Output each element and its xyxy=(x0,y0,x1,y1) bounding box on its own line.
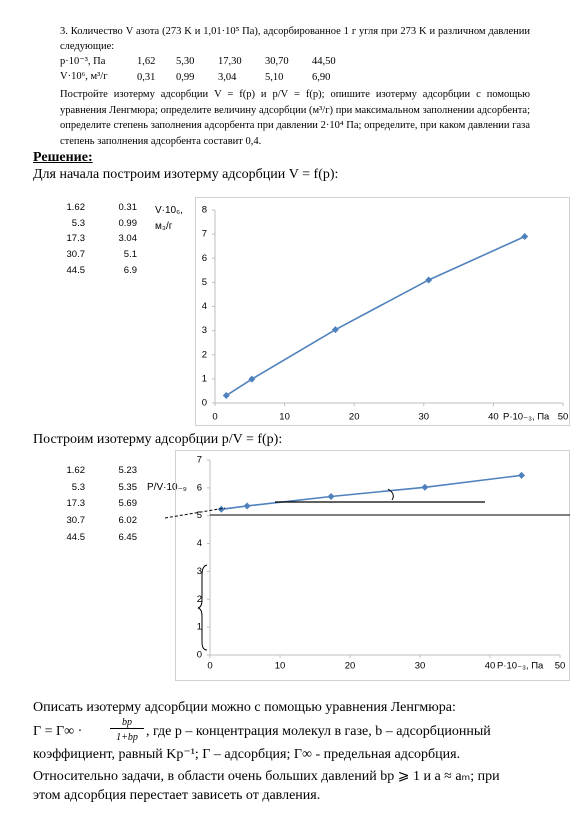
table-value: 17,30 xyxy=(218,56,242,67)
table-value: 1.62 xyxy=(66,465,86,476)
text-line: коэффициент, равный Kp⁻¹; Г – адсорбция;… xyxy=(33,747,461,762)
data-point xyxy=(331,326,339,334)
table-value: 5,10 xyxy=(265,72,284,83)
table-value: 5.1 xyxy=(123,249,137,261)
table-value: 44,50 xyxy=(312,56,336,67)
table-value: 0.31 xyxy=(118,202,138,213)
y-tick-label: 0 xyxy=(202,398,207,409)
formula-numerator: bp xyxy=(110,717,144,729)
x-axis-label: P·10₋₃, Па xyxy=(503,412,550,423)
y-tick-label: 2 xyxy=(197,594,202,605)
chart-frame xyxy=(195,197,570,426)
text-line: Относительно задачи, в области очень бол… xyxy=(33,769,500,784)
y-axis-label: P/V·10₋₉ xyxy=(147,482,187,493)
table-value: 6.45 xyxy=(118,531,138,543)
y-tick-label: 2 xyxy=(202,349,207,360)
x-tick-label: 10 xyxy=(275,661,286,672)
chart: 0 1 2 3 4 5 6 7 8 0 10 20 30 40 50 P·10₋₃, Па xyxy=(195,197,570,426)
table-value: 3,04 xyxy=(218,72,237,83)
x-tick-label: 20 xyxy=(349,412,360,423)
data-point xyxy=(521,233,529,241)
table-value: 44.5 xyxy=(66,531,86,543)
y-tick-label: 7 xyxy=(197,455,202,466)
table-value: 6.02 xyxy=(118,515,138,527)
data-point xyxy=(327,492,335,500)
table-value: 17.3 xyxy=(66,498,86,510)
problem-task: Постройте изотерму адсорбции V = f(p) и … xyxy=(60,89,530,147)
x-tick-label: 40 xyxy=(488,412,499,423)
table-value: 1,62 xyxy=(137,56,156,67)
table-value: 5.3 xyxy=(71,481,85,493)
table-value: 6,90 xyxy=(312,72,331,83)
data-point xyxy=(217,505,225,513)
x-tick-label: 20 xyxy=(345,661,356,672)
data-point xyxy=(518,471,525,479)
y-tick-label: 8 xyxy=(202,205,207,216)
text-line: Описать изотерму адсорбции можно с помощ… xyxy=(33,700,456,715)
intro-text: Для начала построим изотерму адсорбции V… xyxy=(33,167,339,182)
y-tick-label: 5 xyxy=(197,510,202,521)
y-tick-label: 7 xyxy=(202,229,207,240)
data-point xyxy=(222,392,230,400)
chart: 0 1 2 3 4 5 6 7 0 10 20 30 40 50 P·10₋₃, Па xyxy=(175,450,570,681)
table-value: 0,99 xyxy=(176,72,195,83)
table-value: 0,31 xyxy=(137,72,156,83)
y-tick-label: 6 xyxy=(197,482,202,493)
x-tick-label: 50 xyxy=(555,661,566,672)
table-value: 5.35 xyxy=(118,481,138,493)
text-line: этом адсорбция перестает зависеть от дав… xyxy=(33,788,321,803)
text-line: , где p – концентрация молекул в газе, b… xyxy=(146,724,491,739)
series-line xyxy=(221,474,522,511)
table-value: 5,30 xyxy=(176,56,195,67)
data-point xyxy=(421,483,429,491)
intro-text: Построим изотерму адсорбции p/V = f(p): xyxy=(33,432,283,447)
y-tick-label: 1 xyxy=(197,622,202,633)
y-axis-label: V·10₆, м₃/г xyxy=(155,205,183,232)
table-value: 17.3 xyxy=(66,233,86,245)
y-tick-label: 0 xyxy=(197,650,202,661)
table-value: 44.5 xyxy=(66,264,86,276)
table-value: 1.62 xyxy=(66,202,86,213)
problem-statement: 3. Количество V азота (273 K и 1,01·10⁵ … xyxy=(60,26,530,52)
y-tick-label: 4 xyxy=(202,301,207,312)
x-tick-label: 30 xyxy=(415,661,426,672)
table-value: 30.7 xyxy=(66,249,86,261)
x-tick-label: 50 xyxy=(558,412,569,423)
formula: Г = Г∞ · xyxy=(33,724,83,739)
table-value: 30,70 xyxy=(265,56,289,67)
table-label: V·10⁶, м³/г xyxy=(60,71,108,82)
series-line xyxy=(225,235,526,397)
formula-denominator: 1+bp xyxy=(116,732,138,743)
y-tick-label: 1 xyxy=(202,373,207,384)
solution-heading: Решение: xyxy=(33,150,93,165)
data-point xyxy=(248,375,256,383)
table-label: p·10⁻³, Па xyxy=(60,56,106,67)
x-tick-label: 0 xyxy=(207,661,212,672)
y-tick-label: 5 xyxy=(202,277,207,288)
y-tick-label: 4 xyxy=(197,538,202,549)
data-point xyxy=(425,276,433,284)
table-value: 0.99 xyxy=(118,217,138,229)
table-value: 5.23 xyxy=(118,465,138,476)
x-tick-label: 10 xyxy=(279,412,290,423)
y-tick-label: 3 xyxy=(197,566,202,577)
data-point xyxy=(243,502,251,510)
table-value: 6.9 xyxy=(123,264,137,276)
table-value: 5.3 xyxy=(71,217,85,229)
x-axis-label: P·10₋₃, Па xyxy=(497,661,544,672)
x-tick-label: 0 xyxy=(212,412,217,423)
x-tick-label: 30 xyxy=(419,412,430,423)
table-value: 30.7 xyxy=(66,515,86,527)
table-value: 3.04 xyxy=(118,233,138,245)
y-tick-label: 6 xyxy=(202,253,207,264)
chart-frame xyxy=(175,450,570,681)
x-tick-label: 40 xyxy=(485,661,496,672)
y-tick-label: 3 xyxy=(202,325,207,336)
table-value: 5.69 xyxy=(118,498,138,510)
